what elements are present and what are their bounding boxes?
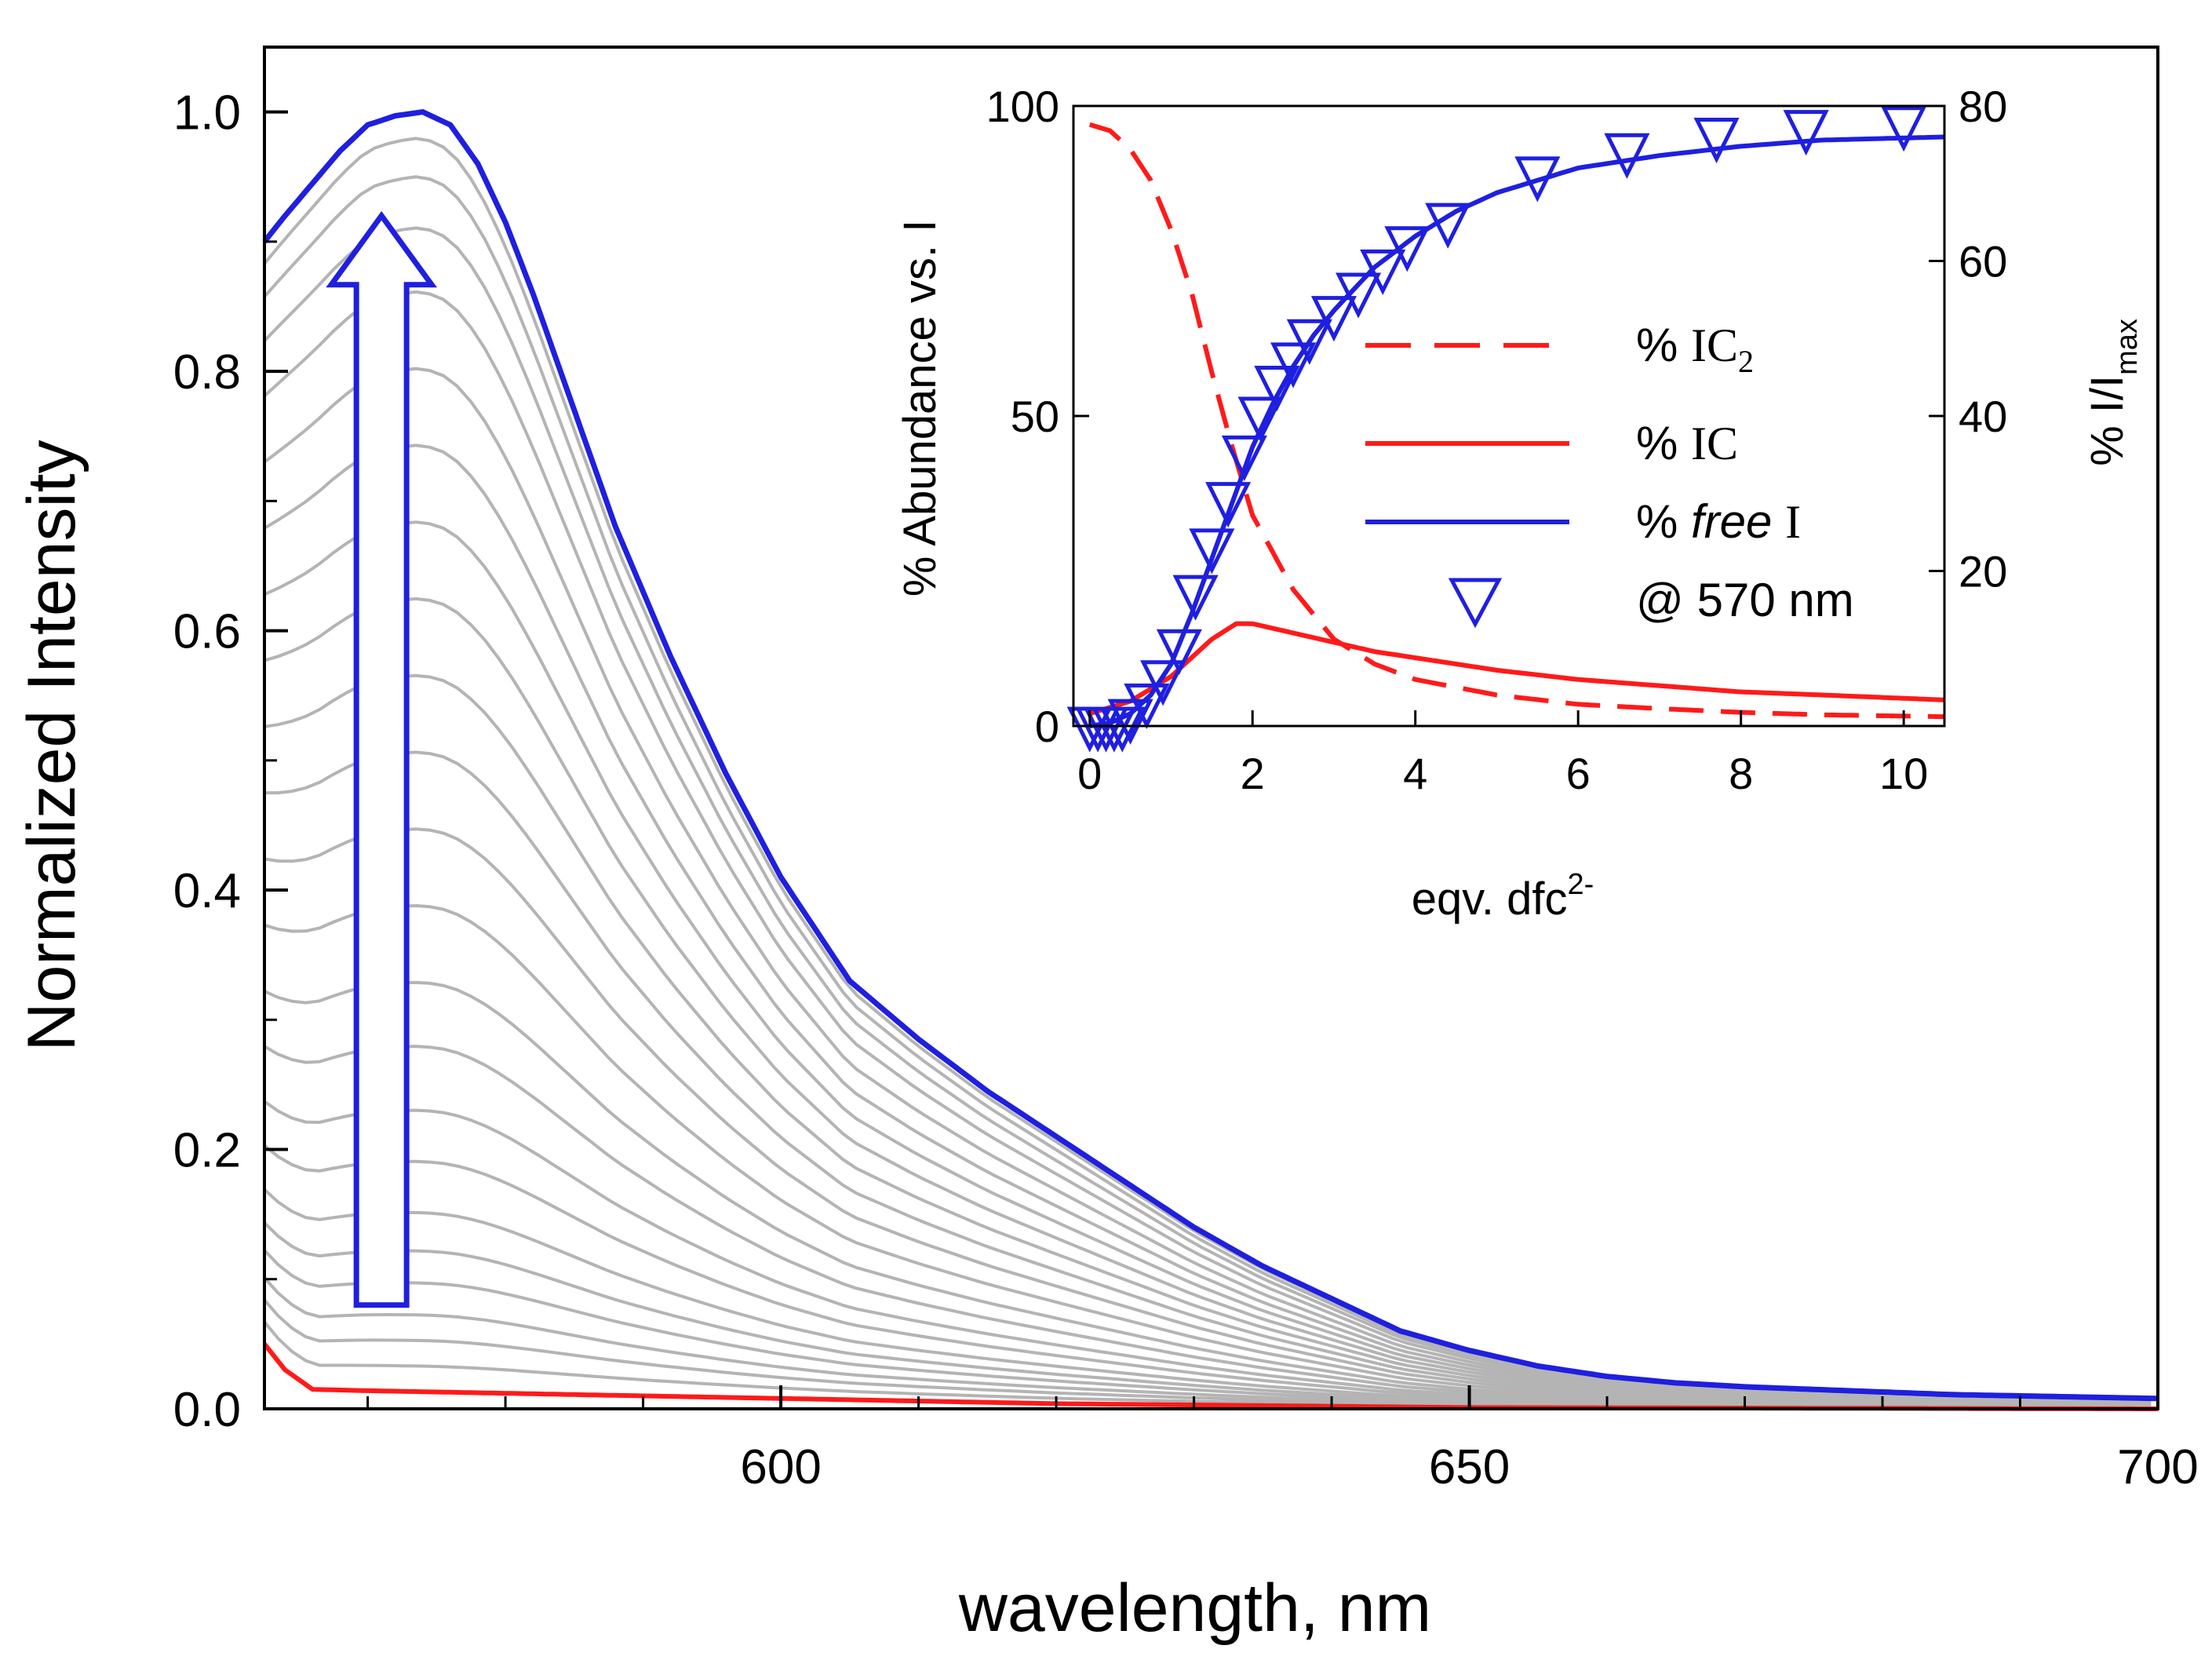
legend-label-italic: free	[1691, 495, 1785, 548]
inset-chart: 0 2 4 6 8 10 0 50 100 20 40 60 80 eqv. dfc2- % Abu…	[895, 82, 2144, 925]
main-y-tick-label: 0.6	[173, 605, 241, 659]
inset-left-y-ticks: 0 50 100	[986, 82, 1089, 751]
main-plot-frame	[263, 46, 2159, 1410]
main-y-tick-label: 1.0	[173, 86, 241, 140]
inset-marker-570nm	[1099, 706, 1146, 753]
inset-marker-570nm	[1425, 202, 1471, 249]
main-y-ticks: 0.0 0.2 0.4 0.6 0.8 1.0	[173, 86, 288, 1437]
inset-marker-570nm	[1286, 319, 1332, 365]
main-y-axis-label: Normalized Intensity	[14, 440, 89, 1051]
inset-marker-570nm	[1514, 156, 1561, 202]
inset-marker-570nm	[1254, 366, 1300, 412]
inset-series-ic	[1088, 621, 1945, 717]
inset-marker-570nm	[1310, 296, 1357, 342]
legend-label-prefix: %	[1636, 417, 1691, 469]
main-y-tick-label: 0.0	[173, 1383, 241, 1437]
inset-marker-570nm	[1881, 106, 1927, 152]
inset-marker-570nm	[1124, 683, 1170, 729]
inset-series-ic2	[1088, 122, 1944, 720]
inset-marker-570nm	[1140, 660, 1186, 706]
main-x-axis-label: wavelength, nm	[958, 1571, 1431, 1646]
main-x-tick-label: 600	[740, 1440, 821, 1494]
inset-marker-570nm	[1189, 528, 1235, 575]
inset-right-y-tick-label: 20	[1959, 547, 2007, 597]
inset-series	[1066, 106, 1945, 753]
inset-background	[1075, 106, 1942, 726]
legend-label-prefix: %	[1636, 319, 1691, 371]
inset-marker-570nm	[1360, 249, 1406, 295]
inset-marker-570nm	[1172, 575, 1219, 621]
inset-marker-570nm	[1107, 699, 1153, 745]
inset-marker-570nm	[1205, 482, 1252, 528]
inset-x-axis-label: eqv. dfc2-	[1412, 868, 1594, 925]
inset-x-tick-label: 10	[1879, 749, 1928, 798]
inset-right-y-tick-label: 40	[1959, 392, 2007, 441]
legend-label-main: @ 570 nm	[1636, 574, 1854, 626]
main-y-tick-label: 0.2	[173, 1124, 241, 1178]
inset-x-tick-label: 4	[1403, 749, 1427, 798]
legend-label-main: IC	[1691, 319, 1738, 371]
inset-x-tick-label: 2	[1241, 749, 1265, 798]
inset-right-y-ticks: 20 40 60 80	[1929, 82, 2007, 597]
inset-x-ticks: 0 2 4 6 8 10	[1077, 710, 1928, 798]
final-spectrum	[262, 108, 2159, 1402]
main-y-tick-label: 0.8	[173, 345, 241, 399]
inset-x-tick-label: 6	[1566, 749, 1591, 798]
inset-left-y-tick-label: 50	[1011, 392, 1059, 441]
legend-marker-570nm	[1448, 578, 1503, 629]
main-chart: 600 650 700 0.00.20.40.60.81.0 wavelength,…	[14, 46, 2199, 1646]
legend-label-3: @ 570 nm	[1636, 574, 1854, 626]
inset-right-y-label-main: % I/I	[2082, 375, 2133, 466]
inset-marker-570nm	[1384, 226, 1430, 272]
increase-arrow	[326, 210, 438, 1308]
legend-label-1: % IC	[1636, 417, 1738, 469]
main-y-tick-label: 0.4	[173, 864, 241, 918]
legend-label-0: % IC2	[1636, 319, 1754, 379]
inset-right-y-tick-label: 80	[1959, 82, 2007, 131]
inset-right-y-tick-label: 60	[1959, 237, 2007, 286]
inset-marker-570nm	[1221, 435, 1267, 481]
main-x-ticks: 600 650 700	[366, 1385, 2199, 1494]
legend-label-subscript: 2	[1738, 344, 1754, 379]
inset-marker-570nm	[1604, 133, 1650, 179]
inset-marker-570nm	[1693, 118, 1740, 164]
final-spectrum-group	[262, 108, 2159, 1402]
inset-left-y-tick-label: 100	[986, 82, 1059, 131]
legend-label-main: I	[1785, 496, 1801, 548]
inset-x-label-main: eqv. dfc	[1412, 874, 1568, 925]
inset-marker-570nm	[1783, 110, 1829, 156]
inset-legend: % IC2% IC% free I@ 570 nm	[1365, 319, 1854, 629]
inset-marker-570nm	[1270, 342, 1317, 389]
inset-marker-570nm	[1336, 272, 1382, 319]
legend-label-2: % free I	[1636, 495, 1801, 548]
main-x-tick-label: 650	[1429, 1440, 1510, 1494]
inset-left-y-tick-label: 0	[1035, 702, 1059, 751]
inset-right-y-label-sub: max	[2111, 319, 2144, 375]
inset-right-y-axis-label: % I/Imax	[2082, 319, 2144, 466]
inset-marker-570nm	[1237, 396, 1284, 443]
inset-x-tick-label: 0	[1077, 749, 1102, 798]
inset-left-y-axis-label: % Abundance vs. I	[895, 220, 946, 597]
inset-x-tick-label: 8	[1729, 749, 1753, 798]
inset-x-label-sup: 2-	[1568, 868, 1594, 901]
main-x-tick-label: 700	[2117, 1440, 2198, 1494]
inset-marker-570nm	[1156, 629, 1202, 675]
legend-label-prefix: %	[1636, 495, 1691, 548]
legend-label-main: IC	[1691, 418, 1738, 469]
up-arrow-icon	[326, 210, 438, 1308]
